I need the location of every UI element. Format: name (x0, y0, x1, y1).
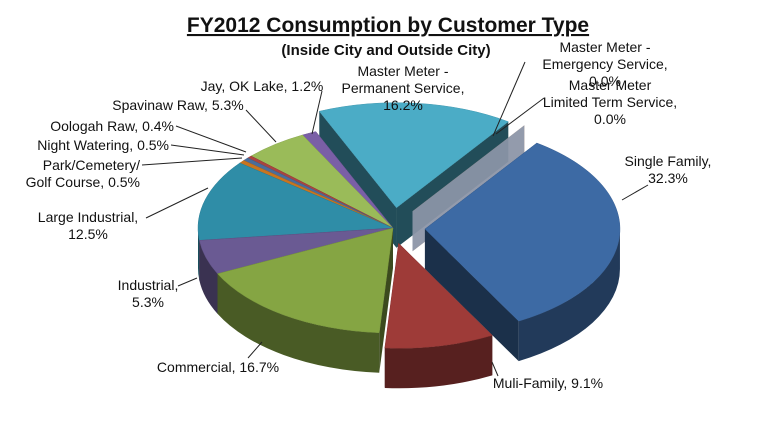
leader-line-1 (491, 361, 499, 377)
slice-label-line-10-1: Permanent Service, (342, 80, 465, 96)
slice-label-line-7-0: Oologah Raw, 0.4% (50, 118, 174, 134)
slice-top-10 (318, 102, 509, 209)
slice-label-9: Jay, OK Lake, 1.2% (201, 78, 324, 94)
slice-label-12: Master Meter Limited Term Service, 0.0% (543, 77, 677, 127)
leader-line-7 (175, 125, 247, 153)
slice-label-0: Single Family, 32.3% (625, 153, 712, 186)
slice-label-line-4-1: 12.5% (68, 226, 108, 242)
chart-subtitle: (Inside City and Outside City) (281, 42, 490, 59)
slice-label-line-3-0: Industrial, (118, 277, 179, 293)
slice-label-4: Large Industrial, 12.5% (38, 209, 138, 242)
slice-label-line-0-0: Single Family, (625, 153, 712, 169)
slice-label-line-0-1: 32.3% (648, 170, 688, 186)
slice-2 (217, 227, 394, 373)
slice-wall-0-1 (424, 229, 519, 362)
slice-label-line-11-2: 0.0% (589, 73, 621, 89)
slice-label-line-6-0: Night Watering, 0.5% (37, 137, 169, 153)
slice-label-line-9-0: Jay, OK Lake, 1.2% (201, 78, 324, 94)
slice-label-line-12-1: Limited Term Service, (543, 94, 677, 110)
slice-label-10: Master Meter -Permanent Service, 16.2% (342, 63, 465, 113)
slice-label-8: Spavinaw Raw, 5.3% (112, 97, 244, 113)
slice-label-line-10-0: Master Meter - (357, 63, 448, 79)
slice-label-1: Muli-Family, 9.1% (493, 375, 603, 391)
slice-label-line-11-0: Master Meter - (559, 39, 650, 55)
slice-label-line-12-0: Master Meter (569, 77, 652, 93)
slice-label-line-3-1: 5.3% (132, 294, 164, 310)
slice-0 (424, 142, 621, 362)
leader-line-3 (177, 277, 198, 287)
leader-line-5 (141, 157, 243, 166)
leader-line-0 (621, 184, 649, 201)
leader-line-6 (170, 144, 245, 156)
slice-label-line-1-0: Muli-Family, 9.1% (493, 375, 603, 391)
slice-side-4-0 (198, 228, 200, 281)
slice-label-line-12-2: 0.0% (594, 111, 626, 127)
leader-line-12 (495, 97, 545, 135)
pie-slices (197, 102, 621, 389)
slice-label-line-11-1: Emergency Service, (542, 56, 667, 72)
slice-side-2-0 (217, 273, 380, 373)
slice-side-3-0 (199, 240, 218, 314)
slice-top-1 (384, 242, 493, 349)
slice-side-0-0 (518, 229, 620, 362)
slice-label-3: Industrial, 5.3% (118, 277, 179, 310)
slice-label-6: Night Watering, 0.5% (37, 137, 169, 153)
slice-label-line-8-0: Spavinaw Raw, 5.3% (112, 97, 244, 113)
slice-label-11: Master Meter -Emergency Service, 0.0% (542, 39, 667, 89)
slice-top-4 (197, 162, 394, 241)
slice-label-2: Commercial, 16.7% (157, 359, 279, 375)
leader-lines (141, 61, 649, 377)
slice-top-2 (217, 227, 394, 333)
slice-label-5: Park/Cemetery/Golf Course, 0.5% (26, 157, 140, 190)
leader-line-9 (311, 90, 323, 135)
slice-label-line-10-2: 16.2% (383, 97, 423, 113)
slice-labels: Single Family, 32.3% Muli-Family, 9.1% Comm… (26, 39, 712, 391)
slice-label-7: Oologah Raw, 0.4% (50, 118, 174, 134)
leader-line-8 (245, 109, 277, 143)
slice-top-0 (424, 142, 621, 322)
slice-label-line-5-0: Park/Cemetery/ (43, 157, 140, 173)
slice-1 (384, 242, 493, 389)
leader-line-2 (247, 341, 263, 359)
leader-line-11 (492, 61, 526, 137)
slice-label-line-5-1: Golf Course, 0.5% (26, 174, 140, 190)
slice-side-1-0 (384, 335, 493, 389)
slice-label-line-4-0: Large Industrial, (38, 209, 138, 225)
chart-title: FY2012 Consumption by Customer Type (187, 14, 589, 37)
leader-line-4 (145, 187, 209, 219)
slice-label-line-2-0: Commercial, 16.7% (157, 359, 279, 375)
